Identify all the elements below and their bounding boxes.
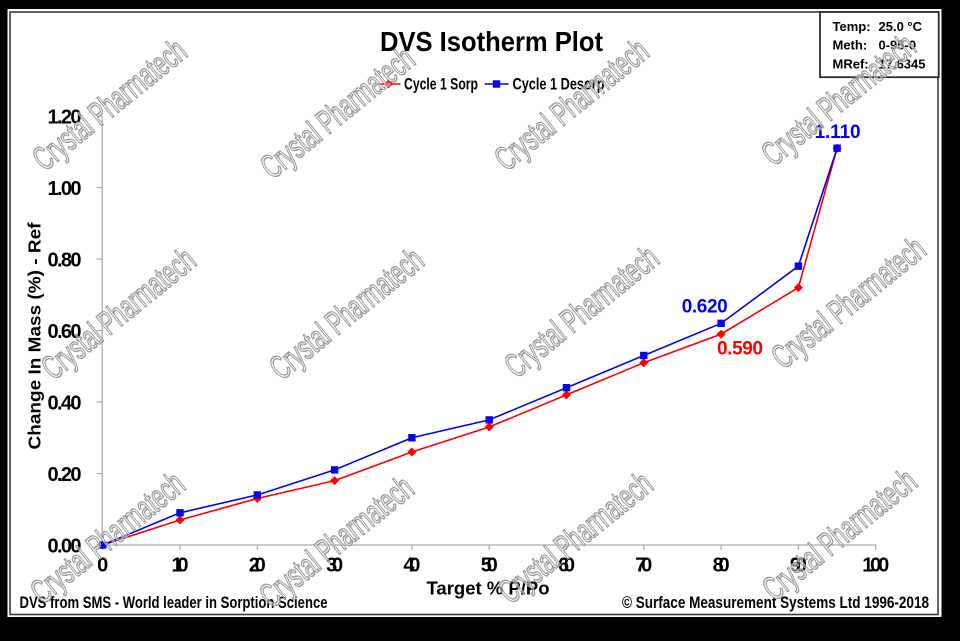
svg-text:1.00: 1.00 [48, 178, 82, 200]
svg-text:0: 0 [97, 555, 108, 577]
svg-text:100: 100 [862, 555, 889, 577]
svg-text:Target % P/Po: Target % P/Po [427, 579, 550, 599]
svg-text:10: 10 [172, 555, 189, 577]
svg-text:0.60: 0.60 [48, 321, 82, 343]
svg-text:Cycle 1 Desorp: Cycle 1 Desorp [513, 76, 605, 94]
svg-text:17.6345: 17.6345 [879, 57, 926, 72]
svg-text:MRef:: MRef: [833, 57, 869, 72]
svg-text:© Surface Measurement Systems: © Surface Measurement Systems Ltd 1996-2… [622, 594, 929, 612]
svg-text:60: 60 [558, 555, 575, 577]
svg-text:90: 90 [790, 555, 807, 577]
svg-text:25.0 °C: 25.0 °C [879, 19, 923, 34]
svg-text:0-95-0: 0-95-0 [879, 38, 917, 53]
svg-text:0.20: 0.20 [48, 464, 82, 486]
svg-text:Change In Mass (%) - Ref: Change In Mass (%) - Ref [25, 222, 45, 449]
svg-text:20: 20 [249, 555, 266, 577]
svg-text:50: 50 [481, 555, 498, 577]
svg-text:0.40: 0.40 [48, 392, 82, 414]
svg-text:DVS from SMS - World leader in: DVS from SMS - World leader in Sorption … [20, 594, 328, 612]
svg-text:0.00: 0.00 [48, 535, 82, 557]
svg-text:40: 40 [403, 555, 420, 577]
svg-text:DVS Isotherm Plot: DVS Isotherm Plot [380, 26, 603, 57]
svg-text:Cycle 1 Sorp: Cycle 1 Sorp [404, 76, 478, 94]
svg-text:0.590: 0.590 [717, 338, 763, 359]
svg-text:1.110: 1.110 [815, 122, 861, 143]
svg-text:Meth:: Meth: [833, 38, 868, 53]
svg-text:30: 30 [326, 555, 343, 577]
svg-text:70: 70 [635, 555, 652, 577]
svg-text:1.20: 1.20 [48, 106, 82, 128]
svg-text:80: 80 [713, 555, 730, 577]
svg-text:Temp:: Temp: [833, 19, 871, 34]
svg-text:0.80: 0.80 [48, 249, 82, 271]
svg-text:0.620: 0.620 [682, 296, 728, 317]
